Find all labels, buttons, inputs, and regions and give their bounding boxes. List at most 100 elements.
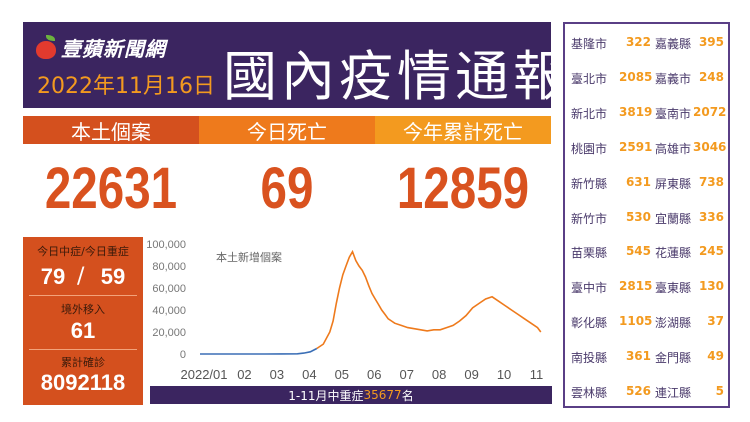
footer-suffix: 名 [401,388,414,403]
series-line-early [200,347,318,355]
y-tick-label: 80,000 [152,261,186,273]
city-name: 雲林縣 [571,386,608,400]
imported-value: 61 [70,318,96,343]
series-line-main [316,249,542,350]
table-row: 基隆市 322 嘉義縣 395 [565,25,728,60]
x-tick-label: 02 [237,367,251,382]
city-name: 澎湖縣 [655,316,692,331]
city-name: 臺南市 [655,106,692,121]
chart-svg: 0 20,000 40,000 60,000 80,000 100,000 2022/01 0… [146,239,544,382]
report-date: 2022年11月16日 [37,74,215,99]
y-tick-label: 40,000 [152,305,186,317]
x-tick-label: 10 [497,367,511,382]
city-name: 花蓮縣 [655,246,692,261]
severe-label: 今日中症/今日重症 [37,245,129,258]
x-tick-label: 08 [432,367,446,382]
today-deaths-label: 今日死亡 [199,116,375,144]
slash-separator: / [77,264,85,289]
city-value: 37 [707,314,724,329]
moderate-value: 79 [40,264,66,289]
city-name: 高雄市 [655,141,692,156]
table-row: 新竹市 530 宜蘭縣 336 [565,200,728,235]
table-row: 臺北市 2085 嘉義市 248 [565,60,728,95]
x-tick-label: 06 [367,367,381,382]
y-tick-label: 20,000 [152,327,186,339]
city-name: 宜蘭縣 [655,211,692,226]
city-value: 130 [698,279,724,294]
table-row: 臺中市 2815 臺東縣 130 [565,269,728,304]
city-name: 新竹市 [571,211,608,226]
series-label: 本土新增個案 [216,250,282,264]
table-row: 苗栗縣 545 花蓮縣 245 [565,234,728,269]
city-name: 嘉義縣 [655,37,692,51]
y-tick-label: 100,000 [146,239,186,251]
x-tick-label: 05 [335,367,349,382]
city-value: 248 [698,69,724,84]
city-name: 臺東縣 [655,281,692,296]
city-name: 連江縣 [655,386,692,400]
x-tick-label: 04 [302,367,316,382]
y-tick-label: 60,000 [152,283,186,295]
city-value: 530 [625,209,651,224]
city-value: 3046 [693,139,727,154]
city-value: 738 [698,174,724,189]
x-tick-label: 11 [530,367,544,382]
city-cases-table: 基隆市 322 嘉義縣 395 臺北市 2085 嘉義市 248 新北市 3819 臺南市 2072 桃… [563,22,730,408]
x-tick-label: 03 [270,367,284,382]
header-banner: 壹蘋新聞網 2022年11月16日 國內疫情通報 [23,22,567,108]
y-tick-label: 0 [180,349,186,361]
table-row: 新竹縣 631 屏東縣 738 [565,165,728,200]
city-name: 臺北市 [571,71,608,86]
chart-footer: 1-11月中重症 35677 名 [150,386,552,404]
city-value: 526 [625,384,651,398]
city-name: 屏東縣 [655,176,692,191]
city-value: 1105 [619,314,653,329]
city-name: 南投縣 [571,351,608,366]
city-name: 基隆市 [571,37,608,51]
city-value: 336 [698,209,724,224]
table-row: 南投縣 361 金門縣 49 [565,339,728,374]
apple-logo-icon [35,35,57,59]
logo-text: 壹蘋新聞網 [61,36,166,61]
summary-box [23,237,143,405]
severe-value: 59 [100,264,126,289]
city-name: 桃園市 [571,141,608,156]
city-value: 245 [698,244,724,259]
city-value: 49 [707,349,724,364]
x-tick-label: 09 [464,367,478,382]
cases-chart: 0 20,000 40,000 60,000 80,000 100,000 2022/01 0… [146,232,552,384]
footer-prefix: 1-11月中重症 [288,388,364,403]
total-value: 8092118 [40,370,126,395]
divider [29,349,137,350]
city-name: 臺中市 [571,281,608,296]
city-value: 3819 [619,104,653,119]
imported-label: 境外移入 [61,303,105,316]
divider [29,295,137,296]
city-value: 395 [698,35,724,49]
x-tick-label: 2022/01 [181,367,228,382]
local-cases-label: 本土個案 [23,116,199,144]
table-row: 雲林縣 526 連江縣 5 [565,374,728,409]
city-value: 545 [625,244,651,259]
total-label: 累計確診 [61,356,105,369]
city-value: 322 [625,35,651,49]
year-deaths-value: 12859 [396,155,530,221]
table-row: 彰化縣 1105 澎湖縣 37 [565,304,728,339]
local-cases-value: 22631 [44,155,178,221]
city-value: 2815 [619,279,653,294]
city-value: 2085 [619,69,653,84]
city-name: 嘉義市 [655,71,692,86]
page-title: 國內疫情通報 [223,45,571,108]
city-value: 5 [715,384,724,398]
table-row: 桃園市 2591 高雄市 3046 [565,130,728,165]
year-deaths-label: 今年累計死亡 [375,116,551,144]
logo: 壹蘋新聞網 [35,30,215,64]
footer-count: 35677 [363,388,402,402]
city-value: 2072 [693,104,727,119]
city-name: 苗栗縣 [571,246,608,261]
city-name: 彰化縣 [571,316,608,331]
table-row: 新北市 3819 臺南市 2072 [565,95,728,130]
x-tick-label: 07 [399,367,413,382]
city-value: 631 [625,174,651,189]
city-name: 新竹縣 [571,176,608,191]
